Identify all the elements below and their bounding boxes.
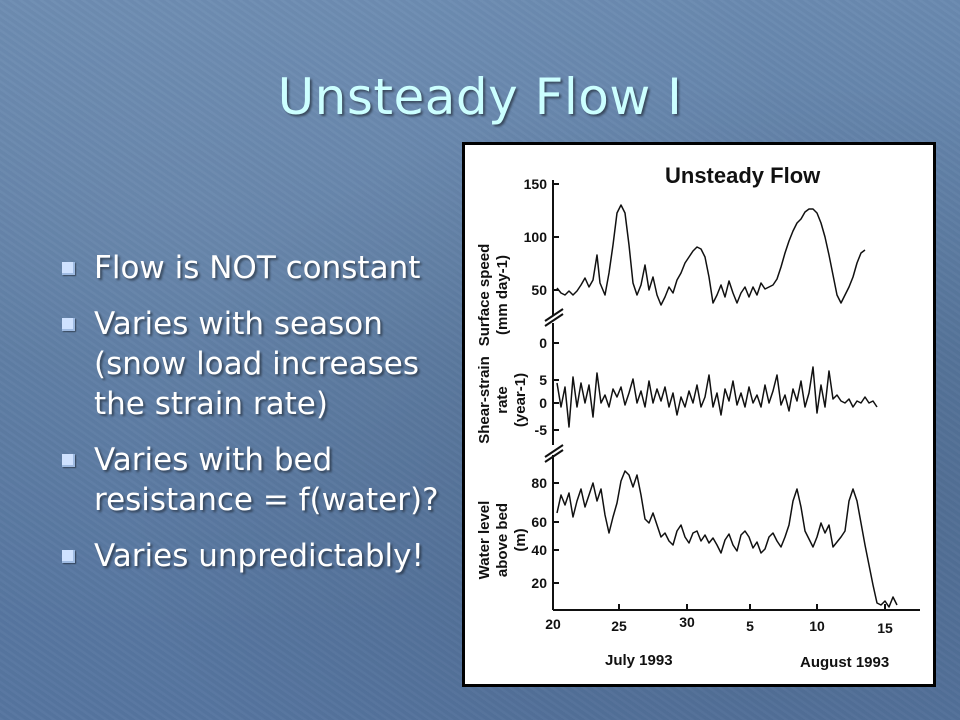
strain-tick-label: 0: [539, 335, 547, 351]
x-tick-label: 20: [545, 616, 561, 632]
bullet-item: Varies unpredictably!: [60, 536, 455, 576]
bullet-text: Varies with bed resistance = f(water)?: [94, 442, 439, 518]
square-bullet-icon: [62, 318, 75, 331]
x-tick-label: 15: [877, 620, 893, 636]
x-tick-label: 10: [809, 618, 825, 634]
axis-break-mark: [544, 449, 564, 463]
data-traces: [556, 204, 898, 608]
square-bullet-icon: [62, 262, 75, 275]
axis-break-mark: [544, 308, 564, 322]
speed-ylabel-1: Surface speed: [476, 244, 493, 347]
strain-tick-label: 5: [539, 372, 547, 388]
water-ylabel-2: above bed: [494, 503, 511, 577]
x-tick-label: 30: [679, 614, 695, 630]
water-level-line: [556, 470, 898, 608]
unsteady-flow-figure: Unsteady Flow Surface speed (mm day-1) S…: [462, 142, 936, 687]
water-tick-label: 40: [531, 542, 547, 558]
strain-tick-label: -5: [535, 422, 548, 438]
axis-break-mark: [544, 444, 564, 458]
water-tick-label: 60: [531, 514, 547, 530]
axis-break-mark: [544, 313, 564, 327]
bullet-item: Varies with season (snow load increases …: [60, 304, 455, 424]
water-tick-label: 80: [531, 475, 547, 491]
bullet-item: Varies with bed resistance = f(water)?: [60, 440, 455, 520]
bullet-text: Flow is NOT constant: [94, 250, 421, 286]
month-label-july: July 1993: [605, 652, 673, 669]
water-ylabel-3: (m): [512, 528, 529, 551]
figure-title: Unsteady Flow: [665, 163, 821, 188]
speed-tick-label: 150: [524, 176, 548, 192]
x-tick-label: 5: [746, 618, 754, 634]
bullet-item: Flow is NOT constant: [60, 248, 455, 288]
shear-strain-line: [556, 366, 878, 428]
strain-tick-label: 0: [539, 395, 547, 411]
month-label-august: August 1993: [800, 654, 889, 671]
figure-canvas: Unsteady Flow Surface speed (mm day-1) S…: [476, 163, 920, 671]
axes: [544, 180, 920, 611]
bullet-list: Flow is NOT constant Varies with season …: [60, 248, 455, 592]
water-ylabel-1: Water level: [476, 501, 493, 580]
square-bullet-icon: [62, 454, 75, 467]
strain-ylabel-2: rate: [494, 386, 511, 414]
bullet-text: Varies with season (snow load increases …: [94, 306, 419, 422]
speed-ylabel-2: (mm day-1): [494, 255, 511, 335]
strain-ylabel-1: Shear-strain: [476, 356, 493, 444]
slide-title: Unsteady Flow I: [277, 68, 683, 126]
strain-ylabel-3: (year-1): [512, 373, 529, 427]
speed-tick-label: 100: [524, 229, 548, 245]
x-tick-label: 25: [611, 618, 627, 634]
speed-tick-label: 50: [531, 282, 547, 298]
surface-speed-line: [556, 204, 866, 306]
bullet-text: Varies unpredictably!: [94, 538, 424, 574]
water-tick-label: 20: [531, 575, 547, 591]
square-bullet-icon: [62, 550, 75, 563]
